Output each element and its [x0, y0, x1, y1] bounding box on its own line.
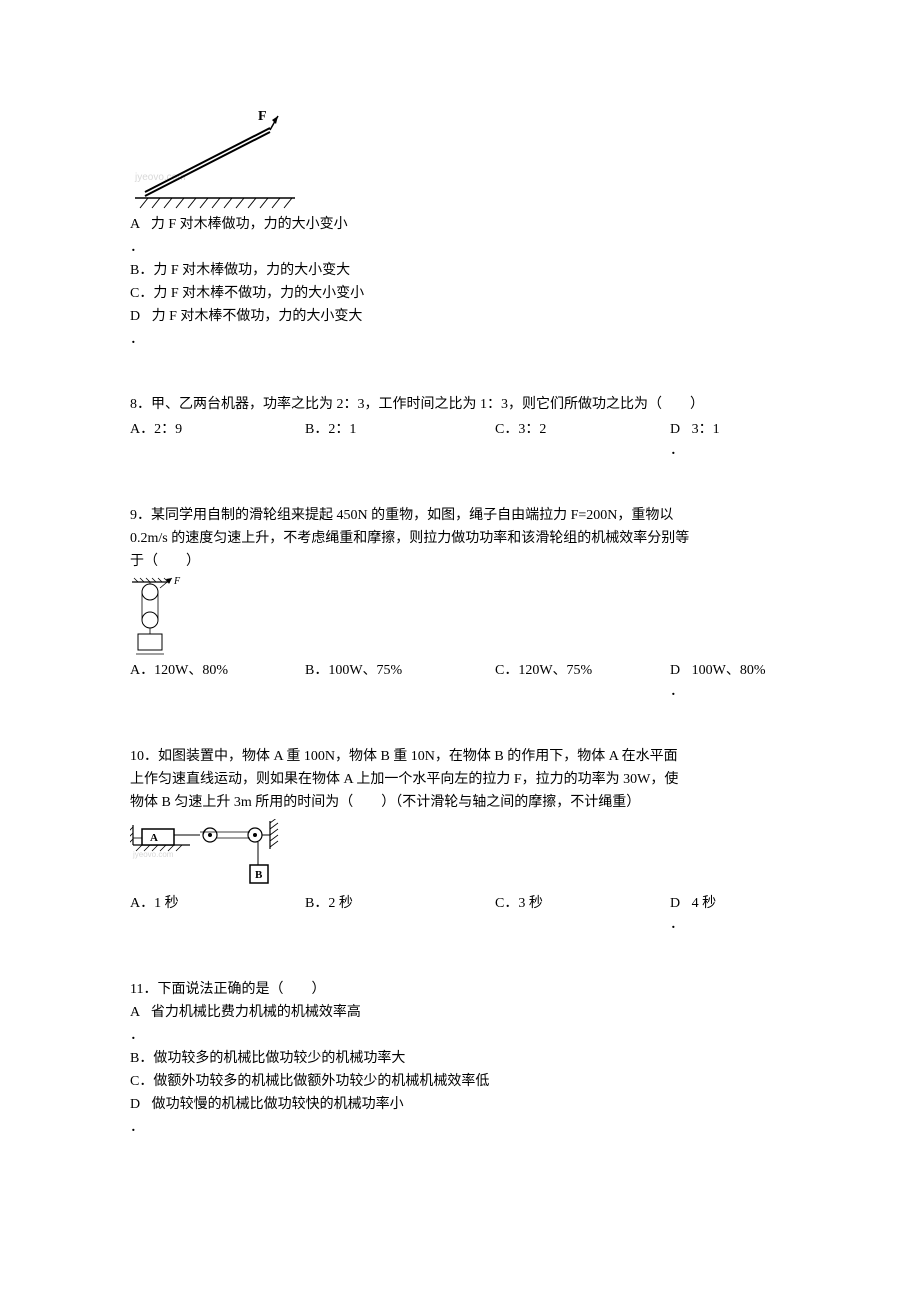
option-text: 100W、80% [692, 663, 766, 678]
option-text: 力 F 对木棒不做功，力的大小变大 [152, 309, 363, 324]
option-letter: B． [130, 263, 153, 278]
q9-stem-line3: 于（ ） [130, 551, 790, 572]
q10-option-D: D 4 秒 ． [670, 893, 716, 935]
q11-option-C: C．做额外功较多的机械比做额外功较少的机械机械效率低 [130, 1071, 790, 1092]
question-8: 8．甲、乙两台机器，功率之比为 2：3，工作时间之比为 1：3，则它们所做功之比… [130, 394, 790, 461]
q11-option-D: D 做功较慢的机械比做功较快的机械功率小 [130, 1094, 790, 1115]
question-10: 10．如图装置中，物体 A 重 100N，物体 B 重 10N，在物体 B 的作… [130, 746, 790, 935]
q11-option-D-dot: ． [130, 1117, 790, 1138]
device-diagram: jyeovo.com A [130, 819, 330, 889]
q8-option-B: B．2：1 [305, 419, 495, 461]
q10-options: A．1 秒 B．2 秒 C．3 秒 D 4 秒 ． [130, 893, 790, 935]
option-letter: D [130, 309, 140, 324]
q7-option-C: C．力 F 对木棒不做功，力的大小变小 [130, 283, 790, 304]
watermark-text: jyeovo.com [132, 850, 174, 859]
q9-option-C: C．120W、75% [495, 660, 670, 702]
block-B-label: B [255, 869, 263, 881]
q9-option-D: D 100W、80% ． [670, 660, 766, 702]
q7-option-A-dot: ． [130, 237, 790, 258]
page-container: jyeovo.com F A 力 F 对木棒做功， [0, 0, 920, 1302]
q11-option-A-dot: ． [130, 1025, 790, 1046]
q11-option-B: B．做功较多的机械比做功较少的机械功率大 [130, 1048, 790, 1069]
q10-option-A: A．1 秒 [130, 893, 305, 935]
q10-stem-line3: 物体 B 匀速上升 3m 所用的时间为（ ）（不计滑轮与轴之间的摩擦，不计绳重） [130, 792, 790, 813]
force-label: F [173, 576, 181, 587]
q10-stem-line2: 上作匀速直线运动，则如果在物体 A 上加一个水平向左的拉力 F，拉力的功率为 3… [130, 769, 790, 790]
option-letter: C． [130, 1074, 153, 1089]
q10-option-B: B．2 秒 [305, 893, 495, 935]
q10-option-C: C．3 秒 [495, 893, 670, 935]
q11-option-A: A 省力机械比费力机械的机械效率高 [130, 1002, 790, 1023]
question-9: 9．某同学用自制的滑轮组来提起 450N 的重物，如图，绳子自由端拉力 F=20… [130, 505, 790, 702]
q9-stem-line2: 0.2m/s 的速度匀速上升，不考虑绳重和摩擦，则拉力做功功率和该滑轮组的机械效… [130, 528, 790, 549]
q9-options: A．120W、80% B．100W、75% C．120W、75% D 100W、… [130, 660, 790, 702]
q7-option-B: B．力 F 对木棒做功，力的大小变大 [130, 260, 790, 281]
option-text: 力 F 对木棒不做功，力的大小变小 [153, 286, 364, 301]
force-label: F [258, 110, 267, 124]
q9-option-B: B．100W、75% [305, 660, 495, 702]
q9-stem-line1: 9．某同学用自制的滑轮组来提起 450N 的重物，如图，绳子自由端拉力 F=20… [130, 505, 790, 526]
watermark-text: jyeovo.com [134, 172, 186, 183]
option-dot: ． [670, 914, 716, 935]
option-text: 力 F 对木棒做功，力的大小变大 [153, 263, 350, 278]
option-letter: D [670, 422, 680, 437]
q8-stem: 8．甲、乙两台机器，功率之比为 2：3，工作时间之比为 1：3，则它们所做功之比… [130, 394, 790, 415]
question-11: 11．下面说法正确的是（ ） A 省力机械比费力机械的机械效率高 ． B．做功较… [130, 979, 790, 1138]
option-text: 做功较多的机械比做功较少的机械功率大 [153, 1051, 405, 1066]
option-letter: C． [130, 286, 153, 301]
option-text: 做额外功较多的机械比做额外功较少的机械机械效率低 [153, 1074, 489, 1089]
q9-option-A: A．120W、80% [130, 660, 305, 702]
q8-option-D: D 3：1 ． [670, 419, 720, 461]
option-letter: D [670, 896, 680, 911]
q8-option-C: C．3：2 [495, 419, 670, 461]
q7-option-D: D 力 F 对木棒不做功，力的大小变大 [130, 306, 790, 327]
question-7: jyeovo.com F A 力 F 对木棒做功， [130, 110, 790, 350]
option-letter: A [130, 1005, 139, 1020]
option-letter: B． [130, 1051, 153, 1066]
option-letter: D [670, 663, 680, 678]
q7-option-D-dot: ． [130, 329, 790, 350]
option-text: 4 秒 [692, 896, 717, 911]
option-text: 省力机械比费力机械的机械效率高 [151, 1005, 361, 1020]
q10-stem-line1: 10．如图装置中，物体 A 重 100N，物体 B 重 10N，在物体 B 的作… [130, 746, 790, 767]
q8-option-A: A．2：9 [130, 419, 305, 461]
pulley-diagram: F [130, 576, 185, 656]
option-dot: ． [670, 681, 766, 702]
q7-option-A: A 力 F 对木棒做功，力的大小变小 [130, 214, 790, 235]
option-letter: D [130, 1097, 140, 1112]
option-text: 做功较慢的机械比做功较快的机械功率小 [152, 1097, 404, 1112]
block-A-label: A [150, 832, 158, 844]
lever-diagram: jyeovo.com F [130, 110, 300, 210]
option-letter: A [130, 217, 139, 232]
q11-stem: 11．下面说法正确的是（ ） [130, 979, 790, 1000]
q8-options: A．2：9 B．2：1 C．3：2 D 3：1 ． [130, 419, 790, 461]
option-text: 3：1 [692, 422, 720, 437]
option-dot: ． [670, 440, 720, 461]
option-text: 力 F 对木棒做功，力的大小变小 [151, 217, 348, 232]
